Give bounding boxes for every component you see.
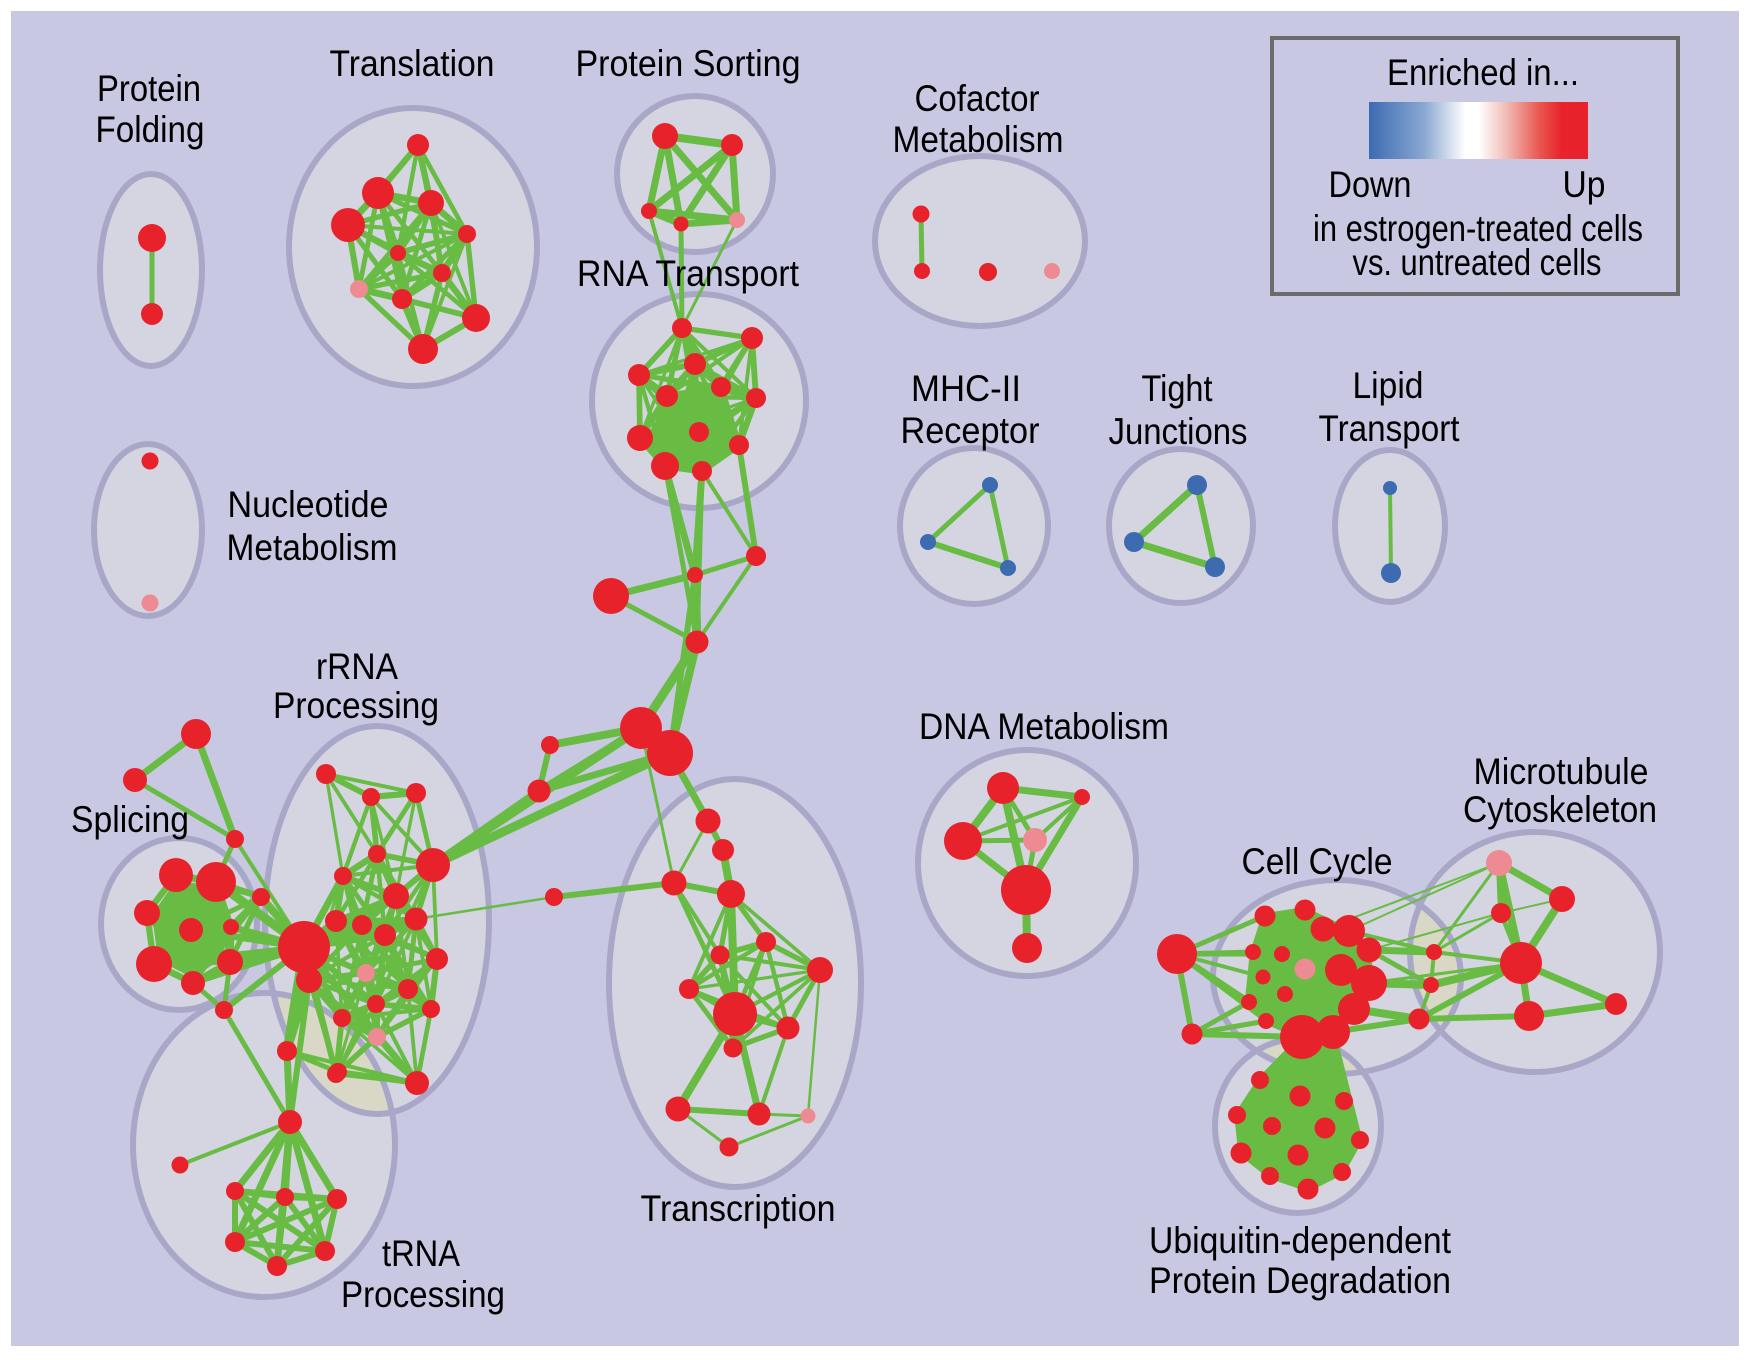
svg-text:Metabolism: Metabolism: [227, 527, 398, 568]
svg-text:Nucleotide: Nucleotide: [228, 484, 389, 525]
svg-text:Receptor: Receptor: [901, 410, 1040, 451]
svg-text:MHC-II: MHC-II: [911, 368, 1021, 409]
svg-text:Cofactor: Cofactor: [915, 78, 1040, 119]
svg-text:Processing: Processing: [273, 685, 439, 726]
svg-text:DNA Metabolism: DNA Metabolism: [919, 706, 1169, 747]
svg-text:Processing: Processing: [341, 1274, 505, 1315]
svg-text:Ubiquitin-dependent: Ubiquitin-dependent: [1149, 1220, 1452, 1261]
svg-text:vs. untreated cells: vs. untreated cells: [1353, 242, 1602, 283]
svg-text:Protein: Protein: [97, 68, 201, 109]
svg-text:Tight: Tight: [1142, 368, 1214, 409]
svg-text:in estrogen-treated cells: in estrogen-treated cells: [1313, 208, 1643, 249]
svg-text:Protein Sorting: Protein Sorting: [576, 43, 801, 84]
svg-text:Junctions: Junctions: [1109, 411, 1248, 452]
svg-text:RNA Transport: RNA Transport: [577, 253, 800, 294]
svg-text:Metabolism: Metabolism: [893, 119, 1064, 160]
svg-text:Transport: Transport: [1319, 408, 1461, 449]
svg-text:Lipid: Lipid: [1353, 365, 1424, 406]
svg-text:Up: Up: [1563, 164, 1606, 205]
svg-text:tRNA: tRNA: [382, 1233, 460, 1274]
svg-text:Cell Cycle: Cell Cycle: [1242, 841, 1393, 882]
svg-text:Splicing: Splicing: [71, 799, 189, 840]
svg-text:Enriched in...: Enriched in...: [1387, 52, 1579, 93]
svg-text:Microtubule: Microtubule: [1474, 751, 1649, 792]
svg-text:Cytoskeleton: Cytoskeleton: [1463, 789, 1657, 830]
svg-text:Down: Down: [1329, 164, 1412, 205]
svg-text:Translation: Translation: [330, 43, 495, 84]
svg-text:Protein Degradation: Protein Degradation: [1149, 1260, 1451, 1301]
svg-text:Folding: Folding: [96, 109, 205, 150]
svg-text:rRNA: rRNA: [316, 646, 398, 687]
svg-text:Transcription: Transcription: [641, 1188, 836, 1229]
